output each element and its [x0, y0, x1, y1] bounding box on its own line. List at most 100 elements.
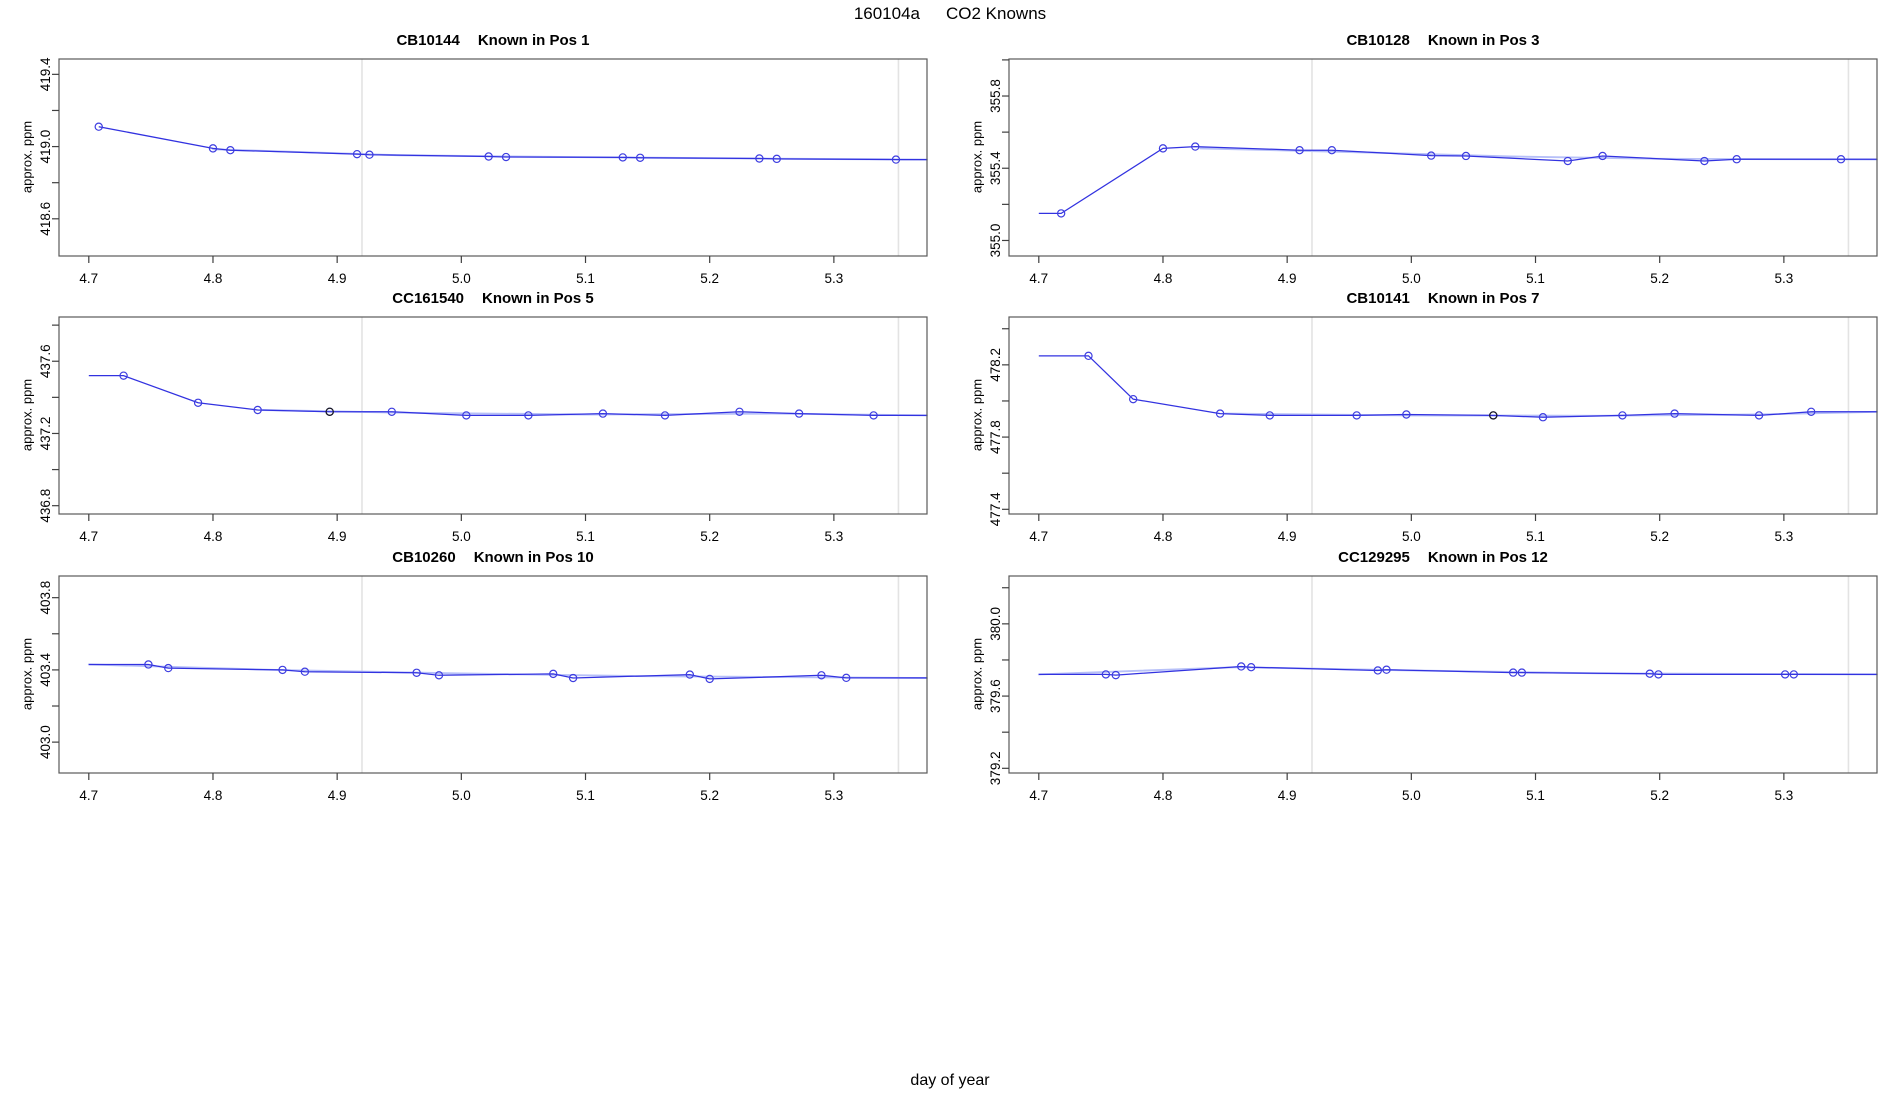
plot-area: 4.7 4.8 4.9 5.0 5.1 5.2 5.3 403.0 403.4 403.8	[38, 575, 928, 803]
y-tick-label: 403.4	[38, 653, 53, 687]
data-point	[1789, 670, 1799, 679]
data-point	[842, 673, 851, 683]
plot-border	[1008, 316, 1878, 515]
y-axis: 355.0 355.4 355.8	[988, 59, 1009, 258]
x-tick-label: 4.7	[79, 529, 98, 544]
x-tick-label: 4.8	[204, 271, 223, 286]
panel-pos-3: CB10128 Known in Pos 3 approx. ppm 4.7 4.8…	[950, 28, 1900, 290]
position-label: Known in Pos 12	[1427, 549, 1548, 566]
data-series-line	[1038, 355, 1877, 418]
data-point	[1327, 145, 1337, 155]
x-tick-label: 5.2	[700, 529, 719, 544]
y-tick-label: 477.4	[988, 492, 1003, 526]
plot-area: 4.7 4.8 4.9 5.0 5.1 5.2 5.3 436.8 437.2 437.6	[38, 316, 928, 544]
x-axis: 4.7 4.8 4.9 5.0 5.1 5.2 5.3	[79, 514, 843, 544]
x-tick-label: 4.8	[204, 529, 223, 544]
y-axis: 477.4 477.8 478.2	[988, 328, 1009, 526]
sample-id: CC161540	[392, 290, 465, 307]
x-tick-label: 5.3	[824, 529, 843, 544]
data-point	[1084, 351, 1093, 361]
data-point	[1806, 407, 1816, 417]
data-point	[300, 667, 310, 676]
y-axis: 418.6 419.0 419.4	[38, 57, 59, 236]
data-point	[1382, 665, 1391, 674]
data-point	[1598, 151, 1607, 161]
data-point	[278, 665, 287, 675]
x-tick-label: 4.8	[1154, 271, 1173, 286]
x-tick-label: 5.1	[576, 271, 595, 286]
y-axis: 379.2 379.6 380.0	[988, 587, 1009, 785]
y-tick-label: 477.8	[988, 420, 1003, 454]
x-tick-label: 4.9	[328, 788, 347, 803]
x-tick-label: 4.8	[1154, 529, 1173, 544]
x-tick-label: 4.7	[1029, 529, 1048, 544]
y-tick-label: 355.8	[988, 79, 1003, 113]
position-label: Known in Pos 1	[477, 32, 590, 49]
data-point	[1295, 145, 1304, 155]
y-tick-label: 436.8	[38, 489, 53, 523]
data-point	[1128, 394, 1138, 404]
x-tick-label: 4.9	[328, 271, 347, 286]
data-point	[193, 398, 203, 407]
x-tick-label: 5.3	[1774, 529, 1793, 544]
x-axis: 4.7 4.8 4.9 5.0 5.1 5.2 5.3	[79, 256, 843, 286]
plot-area: 4.7 4.8 4.9 5.0 5.1 5.2 5.3 379.2 379.6 380.0	[988, 575, 1878, 803]
x-tick-label: 5.3	[824, 271, 843, 286]
data-points	[1056, 142, 1846, 218]
plot-area: 4.7 4.8 4.9 5.0 5.1 5.2 5.3 477.4 477.8 478.2	[988, 316, 1878, 544]
x-tick-label: 5.2	[700, 788, 719, 803]
data-point	[1618, 411, 1627, 420]
data-point	[144, 660, 153, 669]
panel-pos-12: CC129295 Known in Pos 12 approx. ppm 4.7 4…	[950, 545, 1900, 807]
panel-title: CB10260 Known in Pos 10	[59, 549, 927, 566]
y-tick-label: 418.6	[38, 202, 53, 236]
x-tick-label: 4.9	[1278, 788, 1297, 803]
data-point	[1508, 668, 1518, 677]
data-series-line	[1038, 665, 1877, 676]
data-point	[387, 407, 396, 417]
data-series-line	[88, 375, 927, 417]
position-label: Known in Pos 5	[482, 290, 594, 307]
vertical-marker-lines	[1311, 59, 1850, 256]
x-tick-label: 4.8	[204, 788, 223, 803]
flagged-data-point	[1489, 411, 1498, 420]
x-axis: 4.7 4.8 4.9 5.0 5.1 5.2 5.3	[1029, 256, 1793, 286]
x-axis: 4.7 4.8 4.9 5.0 5.1 5.2 5.3	[1029, 514, 1793, 544]
data-point	[1101, 670, 1111, 679]
y-tick-label: 437.2	[38, 417, 53, 451]
data-point	[1402, 410, 1411, 419]
panel-title: CB10141 Known in Pos 7	[1009, 290, 1877, 307]
data-point	[1237, 662, 1246, 671]
data-point	[1654, 670, 1663, 679]
flagged-data-point	[325, 407, 334, 417]
data-point	[755, 154, 764, 163]
y-tick-label: 355.0	[988, 224, 1003, 258]
vertical-marker-lines	[361, 576, 900, 773]
sample-id: CB10144	[396, 32, 460, 49]
x-tick-label: 5.1	[1526, 529, 1545, 544]
main-title: 160104a CO2 Knowns	[0, 4, 1900, 24]
data-points	[1084, 351, 1816, 422]
data-point	[1517, 668, 1527, 677]
smooth-line	[212, 148, 928, 161]
x-axis-title: day of year	[910, 1072, 990, 1089]
x-tick-label: 5.3	[1774, 788, 1793, 803]
data-point	[1754, 411, 1764, 420]
y-tick-label: 419.4	[38, 57, 53, 91]
plot-border	[58, 316, 928, 515]
data-point	[794, 409, 804, 418]
data-point	[412, 668, 421, 677]
data-point	[1352, 411, 1361, 420]
data-point	[1780, 670, 1790, 679]
plot-area: 4.7 4.8 4.9 5.0 5.1 5.2 5.3 355.0 355.4 355.8	[988, 58, 1878, 286]
data-point	[1246, 662, 1256, 672]
position-label: Known in Pos 10	[473, 549, 594, 566]
panel-title: CC129295 Known in Pos 12	[1009, 549, 1877, 566]
y-tick-label: 419.0	[38, 130, 53, 164]
data-point	[1265, 411, 1274, 420]
data-point	[365, 150, 374, 159]
y-tick-label: 355.4	[988, 151, 1003, 185]
x-tick-label: 5.1	[1526, 271, 1545, 286]
plot-border	[1008, 575, 1878, 774]
